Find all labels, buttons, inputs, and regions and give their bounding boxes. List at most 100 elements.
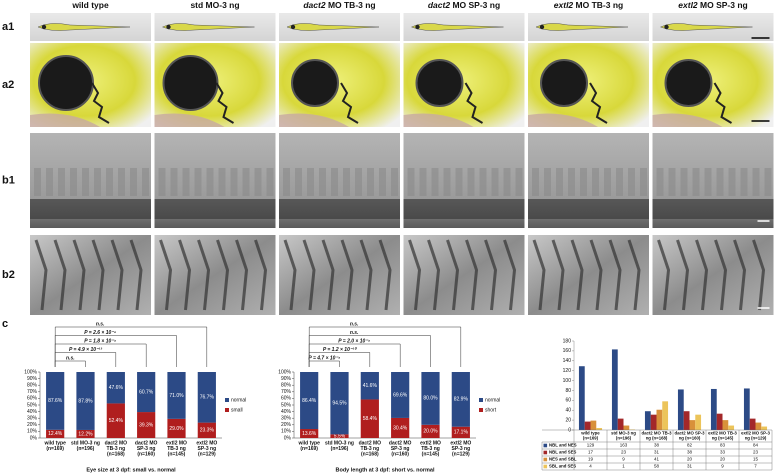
bar <box>662 401 669 430</box>
significance-label: P = 4.7 × 10⁻⁴ <box>308 355 340 361</box>
em-cell <box>159 239 173 311</box>
table-cell: 7 <box>754 464 757 469</box>
y-tick-label: 180 <box>563 338 572 344</box>
y-tick-label: 40 <box>565 408 571 414</box>
x-tick-label: (n=145) <box>168 451 186 457</box>
em-cell <box>283 239 297 311</box>
em-segment <box>592 168 599 196</box>
y-tick-label: 40% <box>27 409 38 415</box>
em-pigment <box>528 199 649 219</box>
em-cell <box>733 239 747 311</box>
significance-label: P = 1.2 × 10⁻¹⁰ <box>323 347 357 353</box>
em-segment <box>142 168 149 196</box>
y-tick-label: 0% <box>30 435 38 441</box>
significance-label: P = 2.6 × 10⁻⁴ <box>84 330 116 336</box>
x-tick-label: (n=168) <box>107 451 125 457</box>
x-tick-label: dact2 MO <box>359 440 382 446</box>
column-header: wild type <box>71 0 109 10</box>
bar <box>683 411 690 430</box>
em-segment <box>331 168 338 196</box>
table-cell: 9 <box>721 464 724 469</box>
em-segment <box>391 168 398 196</box>
x-axis-label: Body length at 3 dpf: short vs. normal <box>335 467 434 473</box>
head-jaw <box>154 113 225 127</box>
em-cell <box>197 239 211 311</box>
pigment <box>464 82 484 124</box>
y-tick-label: 100% <box>278 369 291 375</box>
em-segment <box>568 168 575 196</box>
bar <box>584 421 591 430</box>
bar-segment <box>300 372 319 430</box>
bar-segment <box>76 429 95 438</box>
legend-label: NBL and SES <box>549 450 577 455</box>
em-segment <box>455 168 463 196</box>
em-segment <box>70 168 77 196</box>
value-label: 76.7% <box>200 395 215 401</box>
em-segment <box>106 168 113 196</box>
em-segment <box>194 168 202 196</box>
x-tick-label: dact2 MO <box>389 440 412 446</box>
y-tick-label: 160 <box>563 348 572 354</box>
larva <box>286 23 380 31</box>
legend-label: SBL and SES <box>549 464 576 469</box>
larva <box>161 23 255 31</box>
value-label: 94.5% <box>332 401 347 407</box>
y-tick-label: 40% <box>281 409 292 415</box>
head-eye <box>540 59 588 107</box>
em-segment <box>479 168 487 196</box>
column-text: std MO-3 ng <box>190 0 239 10</box>
em-cell <box>302 239 316 311</box>
bar <box>722 420 729 430</box>
em-segment <box>82 168 89 196</box>
bar-segment <box>106 403 125 438</box>
em-segment <box>692 168 700 196</box>
table-cell: 82 <box>687 443 693 448</box>
em-segment <box>230 168 238 196</box>
column-text: MO SP-3 ng <box>698 0 748 10</box>
y-tick-label: 80% <box>281 383 292 389</box>
em-cell <box>408 239 422 311</box>
bar <box>617 418 624 430</box>
em-cell <box>657 239 671 311</box>
bar-segment <box>167 372 186 419</box>
em-segment <box>130 168 137 196</box>
bar-segment <box>76 372 95 430</box>
bar-segment <box>137 372 156 413</box>
em-segment <box>379 168 386 196</box>
significance-bracket <box>308 326 462 367</box>
y-tick-label: 10% <box>27 429 38 435</box>
value-label: 47.6% <box>109 385 124 391</box>
legend-label: NES and SBL <box>549 457 577 462</box>
table-cell: 41 <box>654 457 660 462</box>
bar-segment <box>451 426 470 438</box>
x-tick-label: SP-3 ng <box>452 446 471 452</box>
em-cell <box>752 239 766 311</box>
x-tick-label: SP-3 ng <box>198 446 217 452</box>
em-cell <box>235 239 249 311</box>
x-tick-label: (n=129) <box>452 451 470 457</box>
larva <box>410 23 504 31</box>
em-cell <box>359 239 373 311</box>
legend-swatch <box>543 457 548 462</box>
head-jaw <box>279 113 349 127</box>
em-segment <box>467 168 475 196</box>
y-tick-label: 20% <box>281 422 292 428</box>
larva-eye <box>415 24 420 30</box>
legend-swatch <box>543 450 548 455</box>
em-cell <box>110 239 124 311</box>
em-segment <box>206 168 214 196</box>
column-gene: extl2 <box>554 0 574 10</box>
em-segment <box>419 168 427 196</box>
table-cell: 19 <box>588 457 594 462</box>
em-segment <box>242 168 250 196</box>
bar-segment <box>451 372 470 427</box>
em-cell <box>129 239 143 311</box>
em-cell <box>34 239 48 311</box>
em-cell <box>608 239 622 311</box>
value-label: 82.9% <box>454 397 469 403</box>
em-cell <box>551 239 565 311</box>
table-cell: 20 <box>720 457 726 462</box>
head-eye <box>664 59 713 107</box>
em-photo <box>154 235 276 315</box>
em-cell <box>484 239 498 311</box>
